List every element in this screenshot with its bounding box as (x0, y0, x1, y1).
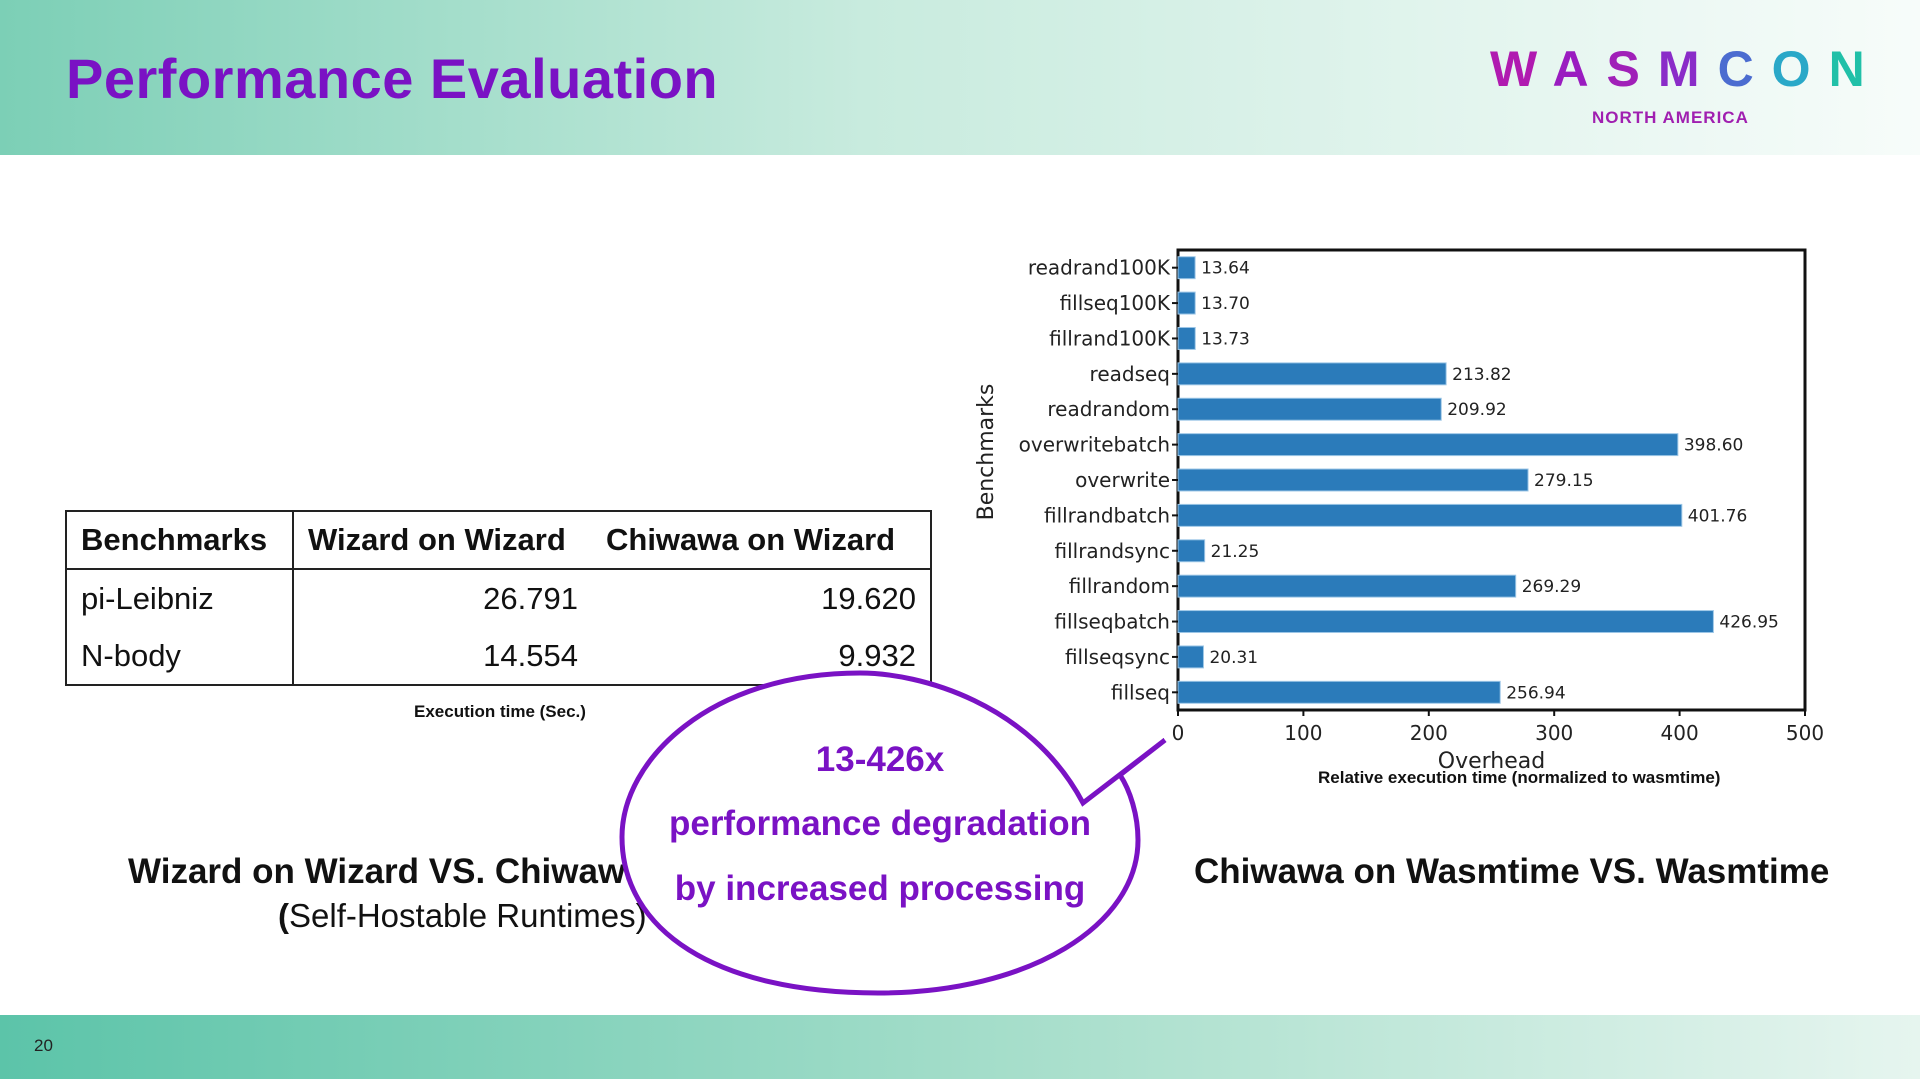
callout-line-1: 13-426x (815, 740, 945, 779)
bar (1177, 680, 1501, 704)
bar (1177, 291, 1196, 315)
y-tick-label: readseq (1090, 362, 1170, 386)
y-tick-label: readrandom (1047, 397, 1170, 421)
data-label: 269.29 (1522, 577, 1581, 597)
data-label: 279.15 (1534, 471, 1593, 491)
chart-caption: Relative execution time (normalized to w… (1318, 768, 1721, 787)
data-label: 213.82 (1452, 365, 1511, 385)
data-label: 209.92 (1447, 400, 1506, 420)
y-tick-label: fillseqbatch (1054, 610, 1170, 634)
callout-line-2: performance degradation (668, 804, 1092, 843)
x-tick-label: 100 (1284, 721, 1322, 745)
table-cell: 26.791 (292, 569, 592, 627)
y-tick-label: overwritebatch (1019, 433, 1170, 457)
right-heading: Chiwawa on Wasmtime VS. Wasmtime (1194, 852, 1830, 891)
slide-title: Performance Evaluation (66, 47, 719, 110)
table-cell: 9.932 (592, 627, 932, 686)
data-label: 401.76 (1688, 506, 1747, 526)
y-tick-label: fillseqsync (1065, 645, 1170, 669)
bar (1177, 574, 1517, 598)
y-tick-label: fillrandbatch (1044, 503, 1170, 527)
table-cell: N-body (65, 627, 293, 686)
bar (1177, 256, 1196, 280)
data-label: 21.25 (1211, 542, 1260, 562)
bar (1177, 433, 1679, 457)
left-subheading-paren: ( (278, 897, 289, 934)
left-subheading: (Self-Hostable Runtimes) (278, 897, 647, 935)
logo-wordmark: WASMCON (1490, 41, 1883, 97)
header-band (0, 0, 1920, 155)
x-tick-label: 400 (1661, 721, 1699, 745)
x-tick-label: 0 (1172, 721, 1185, 745)
data-label: 13.73 (1201, 329, 1250, 349)
table-header-cell: Benchmarks (65, 510, 293, 570)
bar (1177, 645, 1204, 669)
y-tick-label: fillseq100K (1060, 291, 1171, 315)
table-cell: 14.554 (292, 627, 592, 686)
bar (1177, 326, 1196, 350)
table-cell: 19.620 (592, 569, 932, 627)
bar (1177, 362, 1447, 386)
table-caption: Execution time (Sec.) (414, 702, 586, 721)
data-label: 398.60 (1684, 436, 1743, 456)
table-row: N-body 14.554 9.932 (65, 627, 932, 686)
y-tick-label: fillrand100K (1049, 326, 1171, 350)
x-axis-label: Overhead (1438, 749, 1545, 774)
logo-subtitle: NORTH AMERICA (1592, 108, 1749, 127)
x-tick-label: 500 (1786, 721, 1824, 745)
x-tick-label: 300 (1535, 721, 1573, 745)
bar (1177, 503, 1683, 527)
data-label: 20.31 (1209, 648, 1258, 668)
left-subheading-text: Self-Hostable Runtimes) (289, 897, 647, 934)
bar (1177, 539, 1206, 563)
y-tick-label: fillrandsync (1055, 539, 1171, 563)
y-tick-label: readrand100K (1028, 256, 1171, 280)
wasmcon-logo: WASMCON NORTH AMERICA (1490, 40, 1870, 140)
footer-band (0, 1015, 1920, 1079)
y-tick-label: overwrite (1075, 468, 1170, 492)
data-label: 256.94 (1506, 683, 1565, 703)
bar (1177, 468, 1529, 492)
benchmark-table: Benchmarks Wizard on Wizard Chiwawa on W… (65, 510, 932, 686)
y-tick-label: fillseq (1111, 680, 1170, 704)
speech-bubble (619, 670, 1167, 996)
table-cell: pi-Leibniz (65, 569, 293, 627)
bar (1177, 397, 1442, 421)
callout-line-3: by increased processing (674, 869, 1086, 908)
y-tick-label: fillrandom (1069, 574, 1170, 598)
data-label: 13.64 (1201, 259, 1250, 279)
table-header-cell: Wizard on Wizard (292, 510, 592, 570)
x-tick-label: 200 (1410, 721, 1448, 745)
overhead-bar-chart: readrand100K 13.64 fillseq100K 13.70 fillran… (974, 248, 1824, 774)
data-label: 13.70 (1201, 294, 1250, 314)
bar (1177, 610, 1714, 634)
data-label: 426.95 (1719, 613, 1778, 633)
table-header-cell: Chiwawa on Wizard (592, 510, 932, 570)
page-number: 20 (34, 1036, 53, 1055)
y-axis-label: Benchmarks (974, 384, 999, 521)
table-row: pi-Leibniz 26.791 19.620 (65, 569, 932, 627)
table-header-row: Benchmarks Wizard on Wizard Chiwawa on W… (65, 510, 932, 570)
speech-bubble-outline (619, 670, 1167, 996)
